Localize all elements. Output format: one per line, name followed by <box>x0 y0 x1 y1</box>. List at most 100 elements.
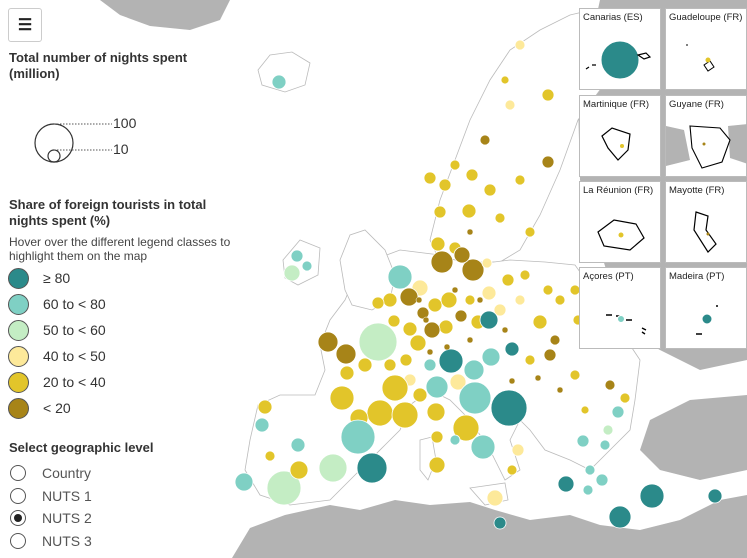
region-bubble[interactable] <box>426 402 446 422</box>
region-bubble[interactable] <box>290 437 306 453</box>
region-bubble[interactable] <box>358 322 398 362</box>
region-bubble[interactable] <box>461 258 485 282</box>
region-bubble[interactable] <box>524 226 536 238</box>
region-bubble[interactable] <box>433 205 447 219</box>
geo-level-radio[interactable]: NUTS 1 <box>10 485 154 508</box>
region-bubble[interactable] <box>514 294 526 306</box>
legend-class-item[interactable]: 40 to < 50 <box>8 343 250 369</box>
legend-class-item[interactable]: 50 to < 60 <box>8 317 250 343</box>
region-bubble[interactable] <box>283 264 301 282</box>
region-bubble[interactable] <box>423 358 437 372</box>
region-bubble[interactable] <box>264 450 276 462</box>
region-bubble[interactable] <box>481 347 501 367</box>
legend-class-item[interactable]: 20 to < 40 <box>8 369 250 395</box>
region-bubble[interactable] <box>580 405 590 415</box>
region-bubble[interactable] <box>438 348 464 374</box>
region-bubble[interactable] <box>290 249 304 263</box>
region-bubble[interactable] <box>476 296 484 304</box>
region-bubble[interactable] <box>501 273 515 287</box>
region-bubble[interactable] <box>449 373 467 391</box>
region-bubble[interactable] <box>430 236 446 252</box>
region-bubble[interactable] <box>486 489 504 507</box>
region-bubble[interactable] <box>356 452 388 484</box>
region-bubble[interactable] <box>409 334 427 352</box>
region-bubble[interactable] <box>340 419 376 455</box>
region-bubble[interactable] <box>504 341 520 357</box>
region-bubble[interactable] <box>430 430 444 444</box>
region-bubble[interactable] <box>508 377 516 385</box>
geo-level-radio[interactable]: Country <box>10 462 154 485</box>
region-bubble[interactable] <box>438 178 452 192</box>
region-bubble[interactable] <box>483 183 497 197</box>
region-bubble[interactable] <box>382 292 398 308</box>
menu-button[interactable]: ☰ <box>8 8 42 42</box>
region-bubble[interactable] <box>500 75 510 85</box>
region-bubble[interactable] <box>387 264 413 290</box>
region-bubble[interactable] <box>604 379 616 391</box>
inset-map[interactable]: Canarias (ES) <box>579 8 661 90</box>
region-bubble[interactable] <box>608 505 632 529</box>
region-bubble[interactable] <box>584 464 596 476</box>
region-bubble[interactable] <box>576 434 590 448</box>
region-bubble[interactable] <box>611 405 625 419</box>
region-bubble[interactable] <box>422 316 430 324</box>
region-bubble[interactable] <box>493 303 507 317</box>
geo-level-radio[interactable]: NUTS 3 <box>10 530 154 553</box>
region-bubble[interactable] <box>514 174 526 186</box>
region-bubble[interactable] <box>532 314 548 330</box>
region-bubble[interactable] <box>479 310 499 330</box>
region-bubble[interactable] <box>423 321 441 339</box>
region-bubble[interactable] <box>461 203 477 219</box>
geo-level-radio[interactable]: NUTS 2 <box>10 507 154 530</box>
inset-map[interactable]: Guadeloupe (FR) <box>665 8 747 90</box>
region-bubble[interactable] <box>399 287 419 307</box>
region-bubble[interactable] <box>427 297 443 313</box>
region-bubble[interactable] <box>453 246 471 264</box>
region-bubble[interactable] <box>479 134 491 146</box>
inset-map[interactable]: Açores (PT) <box>579 267 661 349</box>
region-bubble[interactable] <box>494 212 506 224</box>
region-bubble[interactable] <box>464 294 476 306</box>
region-bubble[interactable] <box>569 369 581 381</box>
region-bubble[interactable] <box>458 381 492 415</box>
region-bubble[interactable] <box>481 285 497 301</box>
region-bubble[interactable] <box>463 359 485 381</box>
inset-map[interactable]: Martinique (FR) <box>579 95 661 177</box>
region-bubble[interactable] <box>599 439 611 451</box>
region-bubble[interactable] <box>371 296 385 310</box>
legend-class-item[interactable]: 60 to < 80 <box>8 291 250 317</box>
region-bubble[interactable] <box>451 286 459 294</box>
region-bubble[interactable] <box>387 314 401 328</box>
region-bubble[interactable] <box>339 365 355 381</box>
region-bubble[interactable] <box>423 171 437 185</box>
region-bubble[interactable] <box>266 470 302 506</box>
region-bubble[interactable] <box>554 294 566 306</box>
region-bubble[interactable] <box>366 399 394 427</box>
region-bubble[interactable] <box>519 269 531 281</box>
region-bubble[interactable] <box>381 374 409 402</box>
region-bubble[interactable] <box>556 386 564 394</box>
region-bubble[interactable] <box>317 331 339 353</box>
region-bubble[interactable] <box>234 472 254 492</box>
region-bubble[interactable] <box>289 460 309 480</box>
region-bubble[interactable] <box>449 434 461 446</box>
region-bubble[interactable] <box>465 168 479 182</box>
region-bubble[interactable] <box>428 456 446 474</box>
region-bubble[interactable] <box>493 516 507 530</box>
region-bubble[interactable] <box>707 488 723 504</box>
region-bubble[interactable] <box>542 284 554 296</box>
region-bubble[interactable] <box>426 348 434 356</box>
region-bubble[interactable] <box>501 326 509 334</box>
region-bubble[interactable] <box>301 260 313 272</box>
region-bubble[interactable] <box>543 348 557 362</box>
region-bubble[interactable] <box>329 385 355 411</box>
region-bubble[interactable] <box>357 357 373 373</box>
region-bubble[interactable] <box>481 257 493 269</box>
region-bubble[interactable] <box>271 74 287 90</box>
region-bubble[interactable] <box>639 483 665 509</box>
region-bubble[interactable] <box>402 321 418 337</box>
region-bubble[interactable] <box>399 353 413 367</box>
region-bubble[interactable] <box>452 414 480 442</box>
region-bubble[interactable] <box>490 389 528 427</box>
region-bubble[interactable] <box>425 375 449 399</box>
